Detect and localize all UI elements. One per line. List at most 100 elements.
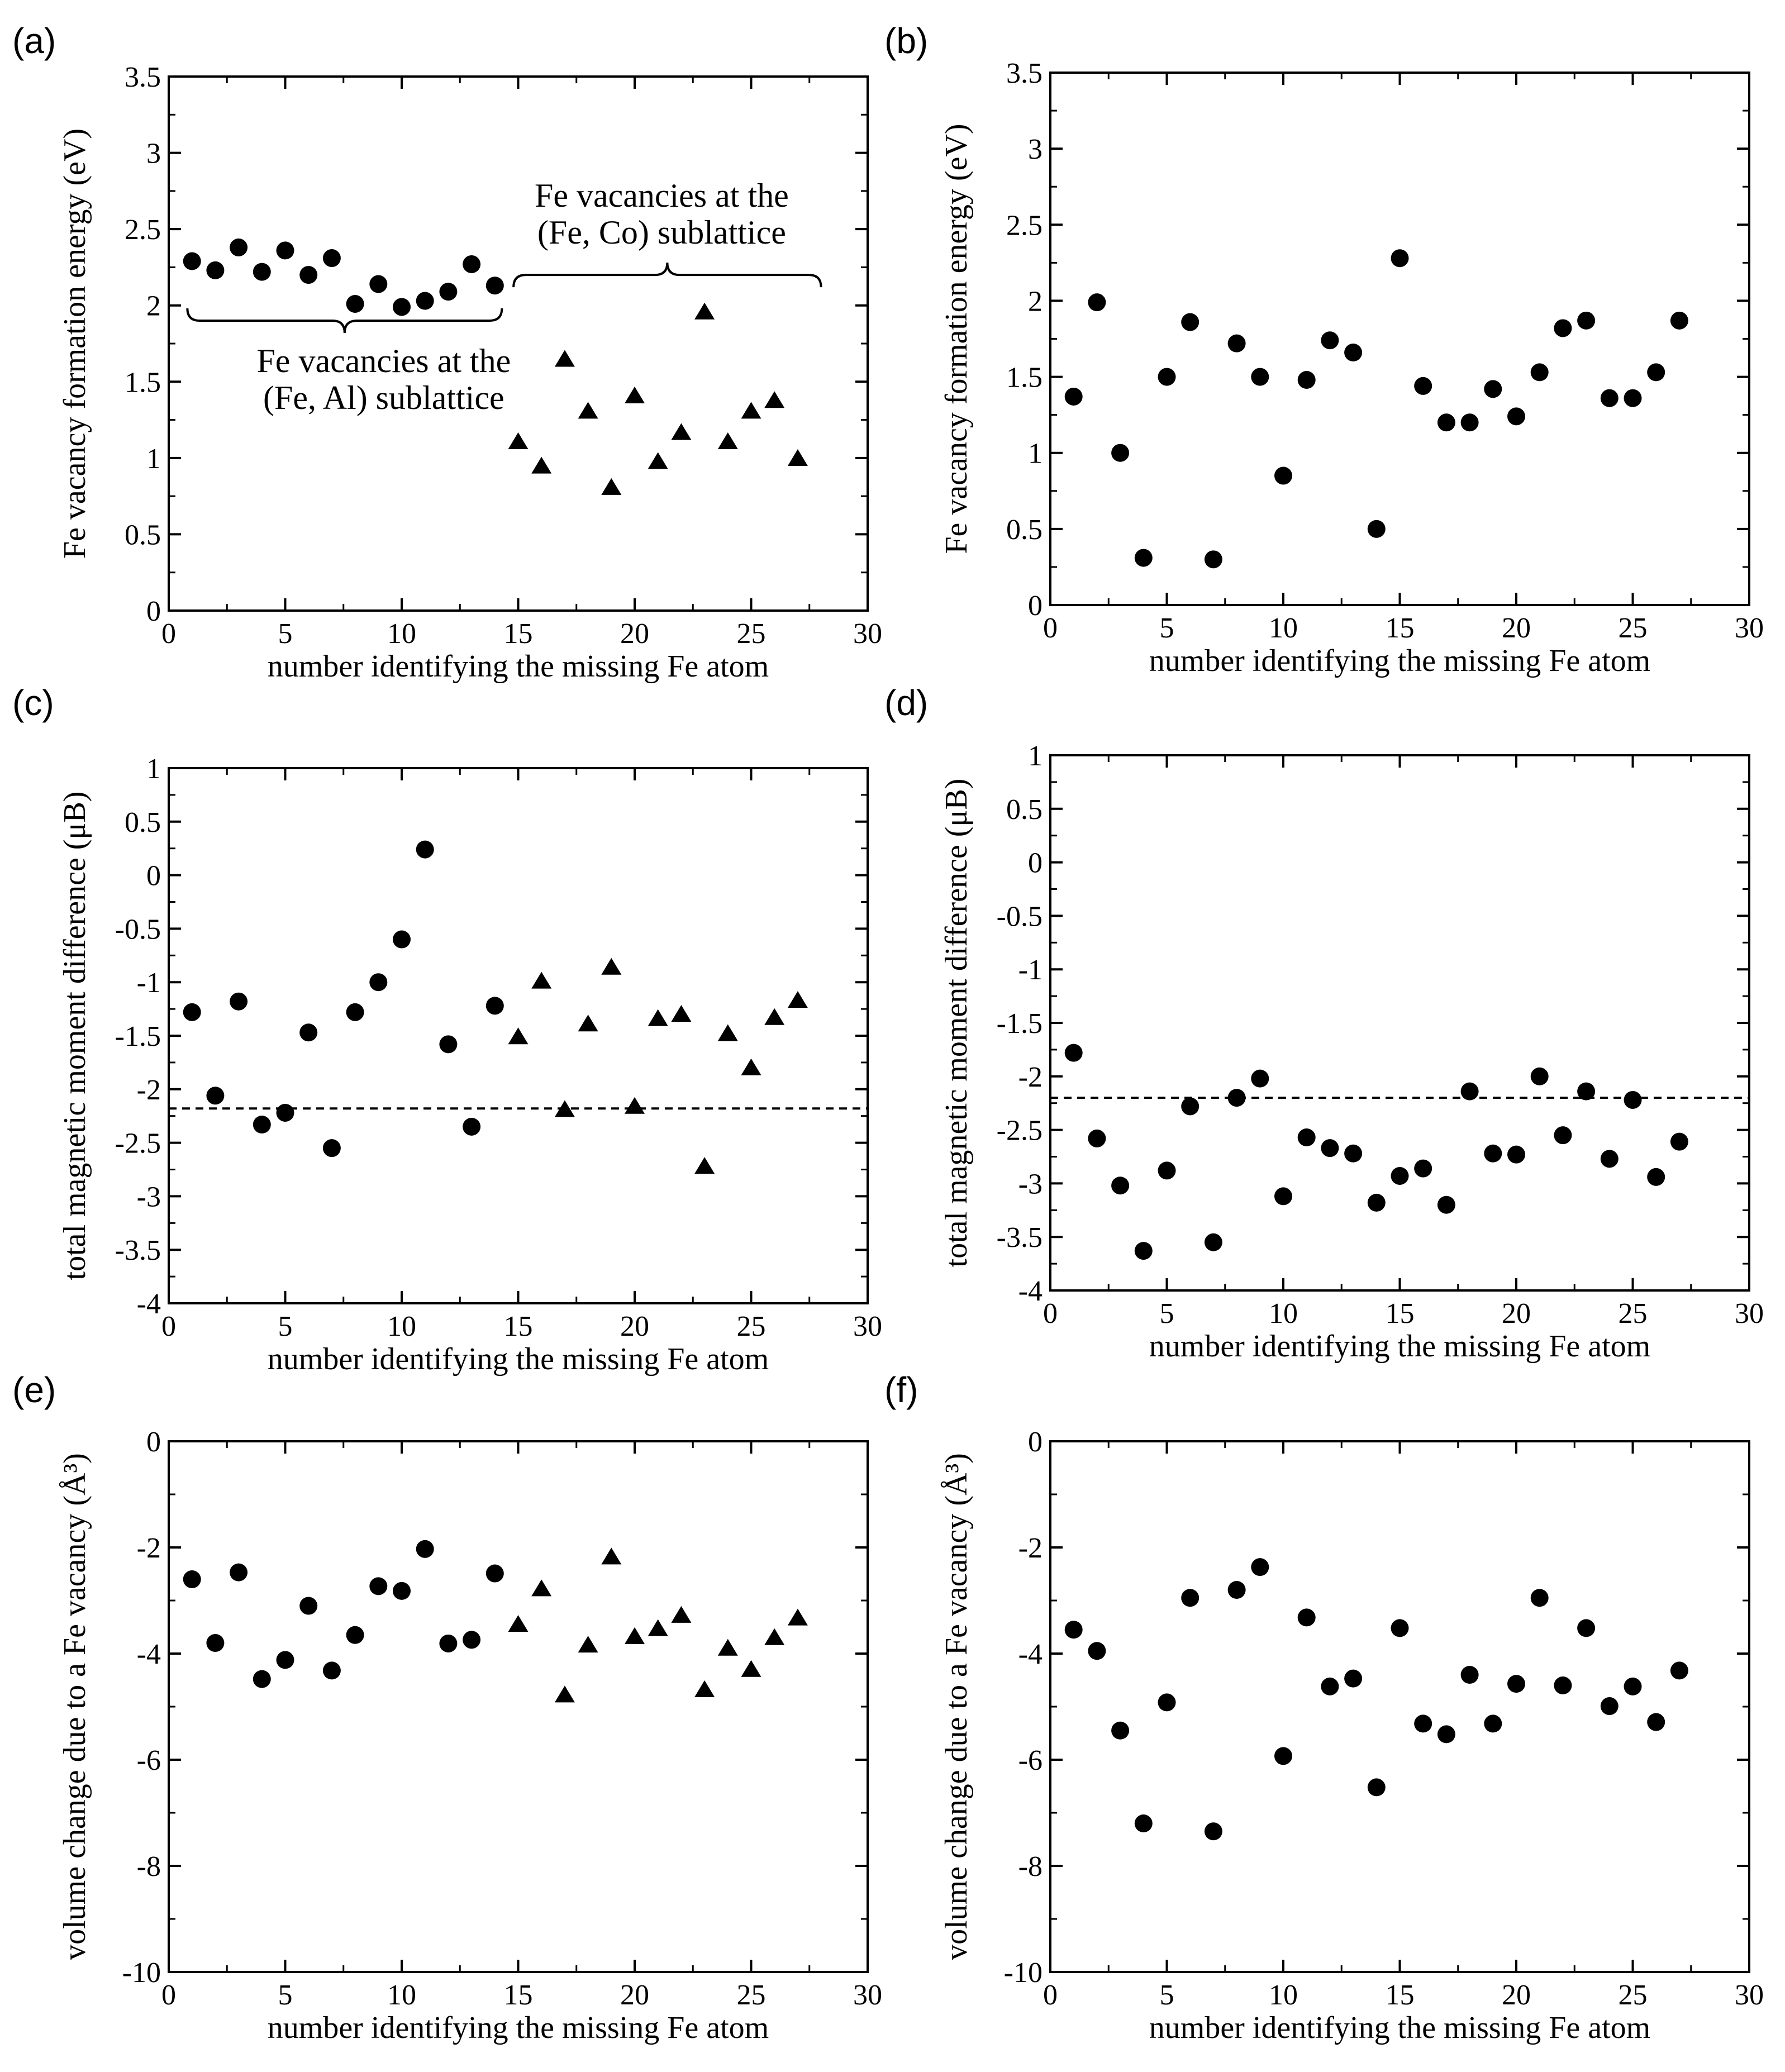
circle-point: [485, 997, 504, 1015]
y-tick-label: -4: [1018, 1638, 1043, 1670]
circle-point: [1134, 549, 1153, 567]
circle-point: [206, 1634, 225, 1652]
y-tick-label: 0: [146, 596, 161, 627]
circle-point: [439, 1035, 458, 1054]
x-tick-label: 10: [1269, 1979, 1298, 2011]
y-tick-label: -6: [137, 1745, 161, 1776]
circle-point: [1088, 1129, 1106, 1147]
y-tick-label: 0: [1028, 1426, 1043, 1458]
annotation-text: (Fe, Al) sublattice: [263, 379, 504, 416]
x-tick-label: 20: [620, 1979, 649, 2011]
x-tick-label: 25: [1619, 1298, 1648, 1330]
circle-point: [1134, 1814, 1153, 1832]
circle-point: [1460, 1666, 1479, 1684]
panel-b: (b) 0 5 10 15 20 25 30 0 0.5 1 1.5 2 2.5 3 3.5 number id…: [884, 21, 1764, 678]
plot-frame: [1049, 1440, 1750, 1973]
y-tick-label: 2: [1028, 285, 1043, 317]
circle-point: [1321, 331, 1339, 350]
y-tick-label: -2.5: [997, 1115, 1043, 1147]
y-tick-label: -8: [137, 1851, 161, 1883]
circle-point: [183, 252, 201, 270]
panel-label: (c): [12, 683, 54, 723]
circle-point: [276, 241, 294, 260]
circle-point: [346, 294, 364, 313]
triangle-point: [741, 1058, 761, 1075]
circle-point: [1460, 413, 1479, 432]
circle-point: [1181, 313, 1199, 331]
x-tick-label: 15: [504, 618, 533, 650]
circle-point: [1158, 1693, 1176, 1712]
circle-point: [1554, 319, 1572, 337]
triangle-point: [625, 387, 645, 403]
x-tick-label: 10: [1269, 612, 1298, 644]
triangle-point: [578, 402, 598, 419]
circle-point: [1274, 466, 1292, 485]
circle-point: [1297, 371, 1316, 389]
y-tick-label: 0.5: [125, 807, 161, 839]
circle-point: [1647, 363, 1665, 382]
triangle-point: [717, 432, 738, 449]
circle-point: [1647, 1713, 1665, 1731]
x-tick-label: 5: [1160, 1298, 1174, 1330]
x-tick-label: 25: [737, 1979, 766, 2011]
annotation-text: Fe vacancies at the: [535, 177, 789, 214]
triangle-point: [717, 1024, 738, 1041]
plot-frame: [1049, 72, 1750, 606]
circle-point: [1134, 1242, 1153, 1260]
y-tick-label: -1: [137, 967, 161, 999]
circle-point: [416, 840, 434, 859]
circle-point: [1414, 1714, 1432, 1733]
circle-point: [1251, 1069, 1269, 1088]
triangle-point: [741, 402, 761, 419]
triangle-point: [694, 1157, 715, 1174]
circle-point: [183, 1570, 201, 1588]
x-tick-label: 0: [1043, 612, 1058, 644]
triangle-point: [671, 423, 692, 440]
triangle-point: [625, 1627, 645, 1644]
y-tick-label: -0.5: [115, 913, 161, 945]
circle-point: [1507, 1675, 1525, 1693]
triangle-point: [787, 449, 808, 466]
circle-point: [322, 249, 341, 268]
circle-point: [1251, 368, 1269, 386]
circle-point: [1204, 1233, 1222, 1251]
x-tick-label: 30: [853, 1311, 882, 1342]
circle-point: [1064, 1621, 1083, 1639]
y-tick-label: -2: [1018, 1532, 1043, 1564]
y-tick-label: -3.5: [115, 1235, 161, 1266]
y-tick-label: 0: [1028, 590, 1043, 622]
x-tick-label: 0: [1043, 1298, 1058, 1330]
y-tick-label: 0: [146, 860, 161, 892]
circle-point: [1507, 1145, 1525, 1164]
y-tick-label: -10: [1004, 1957, 1043, 1989]
circle-point: [230, 992, 248, 1011]
y-tick-label: 1.5: [1006, 362, 1043, 394]
triangle-point: [648, 1009, 668, 1026]
triangle-point: [694, 1680, 715, 1697]
triangle-point: [508, 1027, 529, 1045]
circle-point: [1670, 311, 1688, 330]
circle-point: [1530, 1589, 1549, 1607]
circle-point: [369, 1577, 388, 1595]
x-tick-label: 0: [161, 1979, 176, 2011]
triangle-point: [578, 1014, 598, 1032]
panel-f: (f) 0 5 10 15 20 25 30 -10 -8 -6 -4 -2 0 number identi…: [884, 1370, 1764, 2045]
circle-point: [1624, 1677, 1642, 1695]
circle-point: [485, 1564, 504, 1583]
panel-label: (d): [884, 683, 928, 723]
x-tick-label: 15: [504, 1979, 533, 2011]
x-tick-label: 10: [1269, 1298, 1298, 1330]
triangle-point: [787, 1608, 808, 1626]
circle-point: [1158, 368, 1176, 386]
x-axis-label: number identifying the missing Fe atom: [1149, 1329, 1650, 1364]
x-tick-label: 10: [387, 618, 416, 650]
circle-point: [1321, 1139, 1339, 1158]
x-tick-label: 25: [737, 1311, 766, 1342]
x-tick-label: 0: [161, 1311, 176, 1342]
triangle-point: [625, 1097, 645, 1114]
y-axis-label: Fe vacancy formation energy (eV): [939, 123, 974, 554]
circle-point: [1227, 334, 1246, 353]
triangle-point: [787, 991, 808, 1008]
circle-point: [1227, 1581, 1246, 1599]
